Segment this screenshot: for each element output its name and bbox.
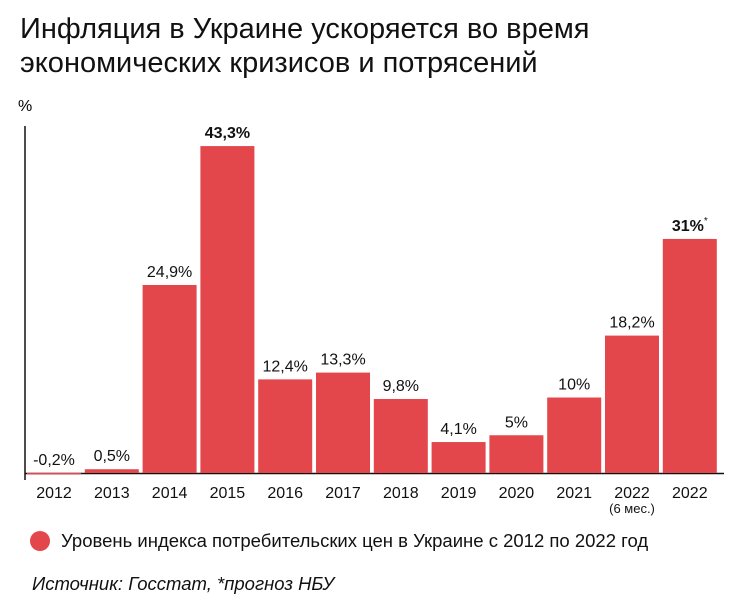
source-note: Источник: Госстат, *прогноз НБУ xyxy=(32,573,335,594)
bar-2015 xyxy=(200,146,255,473)
footnote-marker: * xyxy=(704,216,708,227)
bar-2019 xyxy=(431,442,486,473)
bar-2014 xyxy=(142,285,197,473)
x-tick-label: 2013 xyxy=(94,485,130,502)
bar-2017 xyxy=(316,372,370,473)
y-axis-label: % xyxy=(18,98,32,115)
bar-2022 xyxy=(662,238,717,473)
data-label: 18,2% xyxy=(609,315,654,332)
x-tick-label: 2017 xyxy=(325,485,361,502)
x-tick-sublabel: (6 мес.) xyxy=(609,501,655,516)
data-label: 5% xyxy=(505,414,528,431)
x-tick-label: 2021 xyxy=(556,485,592,502)
data-label: 12,4% xyxy=(263,358,308,375)
title-line-1: Инфляция в Украине ускоряется во время xyxy=(20,13,590,45)
bar-2012 xyxy=(27,473,81,475)
x-tick-label: 2016 xyxy=(267,485,303,502)
data-label: 43,3% xyxy=(205,125,250,142)
data-label: 13,3% xyxy=(320,352,365,369)
bar-2018 xyxy=(373,399,428,473)
x-tick-label: 2022 xyxy=(614,485,650,502)
data-label: 24,9% xyxy=(147,264,192,281)
data-label: -0,2% xyxy=(33,452,75,469)
x-tick-label: 2012 xyxy=(36,485,72,502)
x-tick-label: 2019 xyxy=(441,485,477,502)
bar-2020 xyxy=(489,435,544,473)
data-label: 31%* xyxy=(672,216,708,235)
legend-label: Уровень индекса потребительских цен в Ук… xyxy=(61,530,649,551)
bar-2022 xyxy=(605,335,659,473)
x-tick-label: 2022 xyxy=(672,485,708,502)
chart-title: Инфляция в Украине ускоряется во время э… xyxy=(20,12,740,80)
data-label: 10% xyxy=(558,377,590,394)
bar-2016 xyxy=(258,379,313,473)
bar-chart: % -0,2% 2012 0,5% 2013 24,9% 2014 43,3% 2015 12,… xyxy=(18,98,724,516)
data-label: 9,8% xyxy=(383,378,419,395)
x-tick-label: 2018 xyxy=(383,485,419,502)
data-label: 4,1% xyxy=(440,421,476,438)
x-tick-label: 2014 xyxy=(152,485,188,502)
legend: Уровень индекса потребительских цен в Ук… xyxy=(30,530,648,552)
x-tick-label: 2015 xyxy=(210,485,246,502)
title-line-2: экономических кризисов и потрясений xyxy=(20,47,538,79)
legend-swatch xyxy=(30,531,50,551)
bar-2013 xyxy=(84,469,139,473)
data-label: 0,5% xyxy=(94,448,130,465)
bar-2021 xyxy=(547,397,602,473)
x-tick-label: 2020 xyxy=(499,485,535,502)
